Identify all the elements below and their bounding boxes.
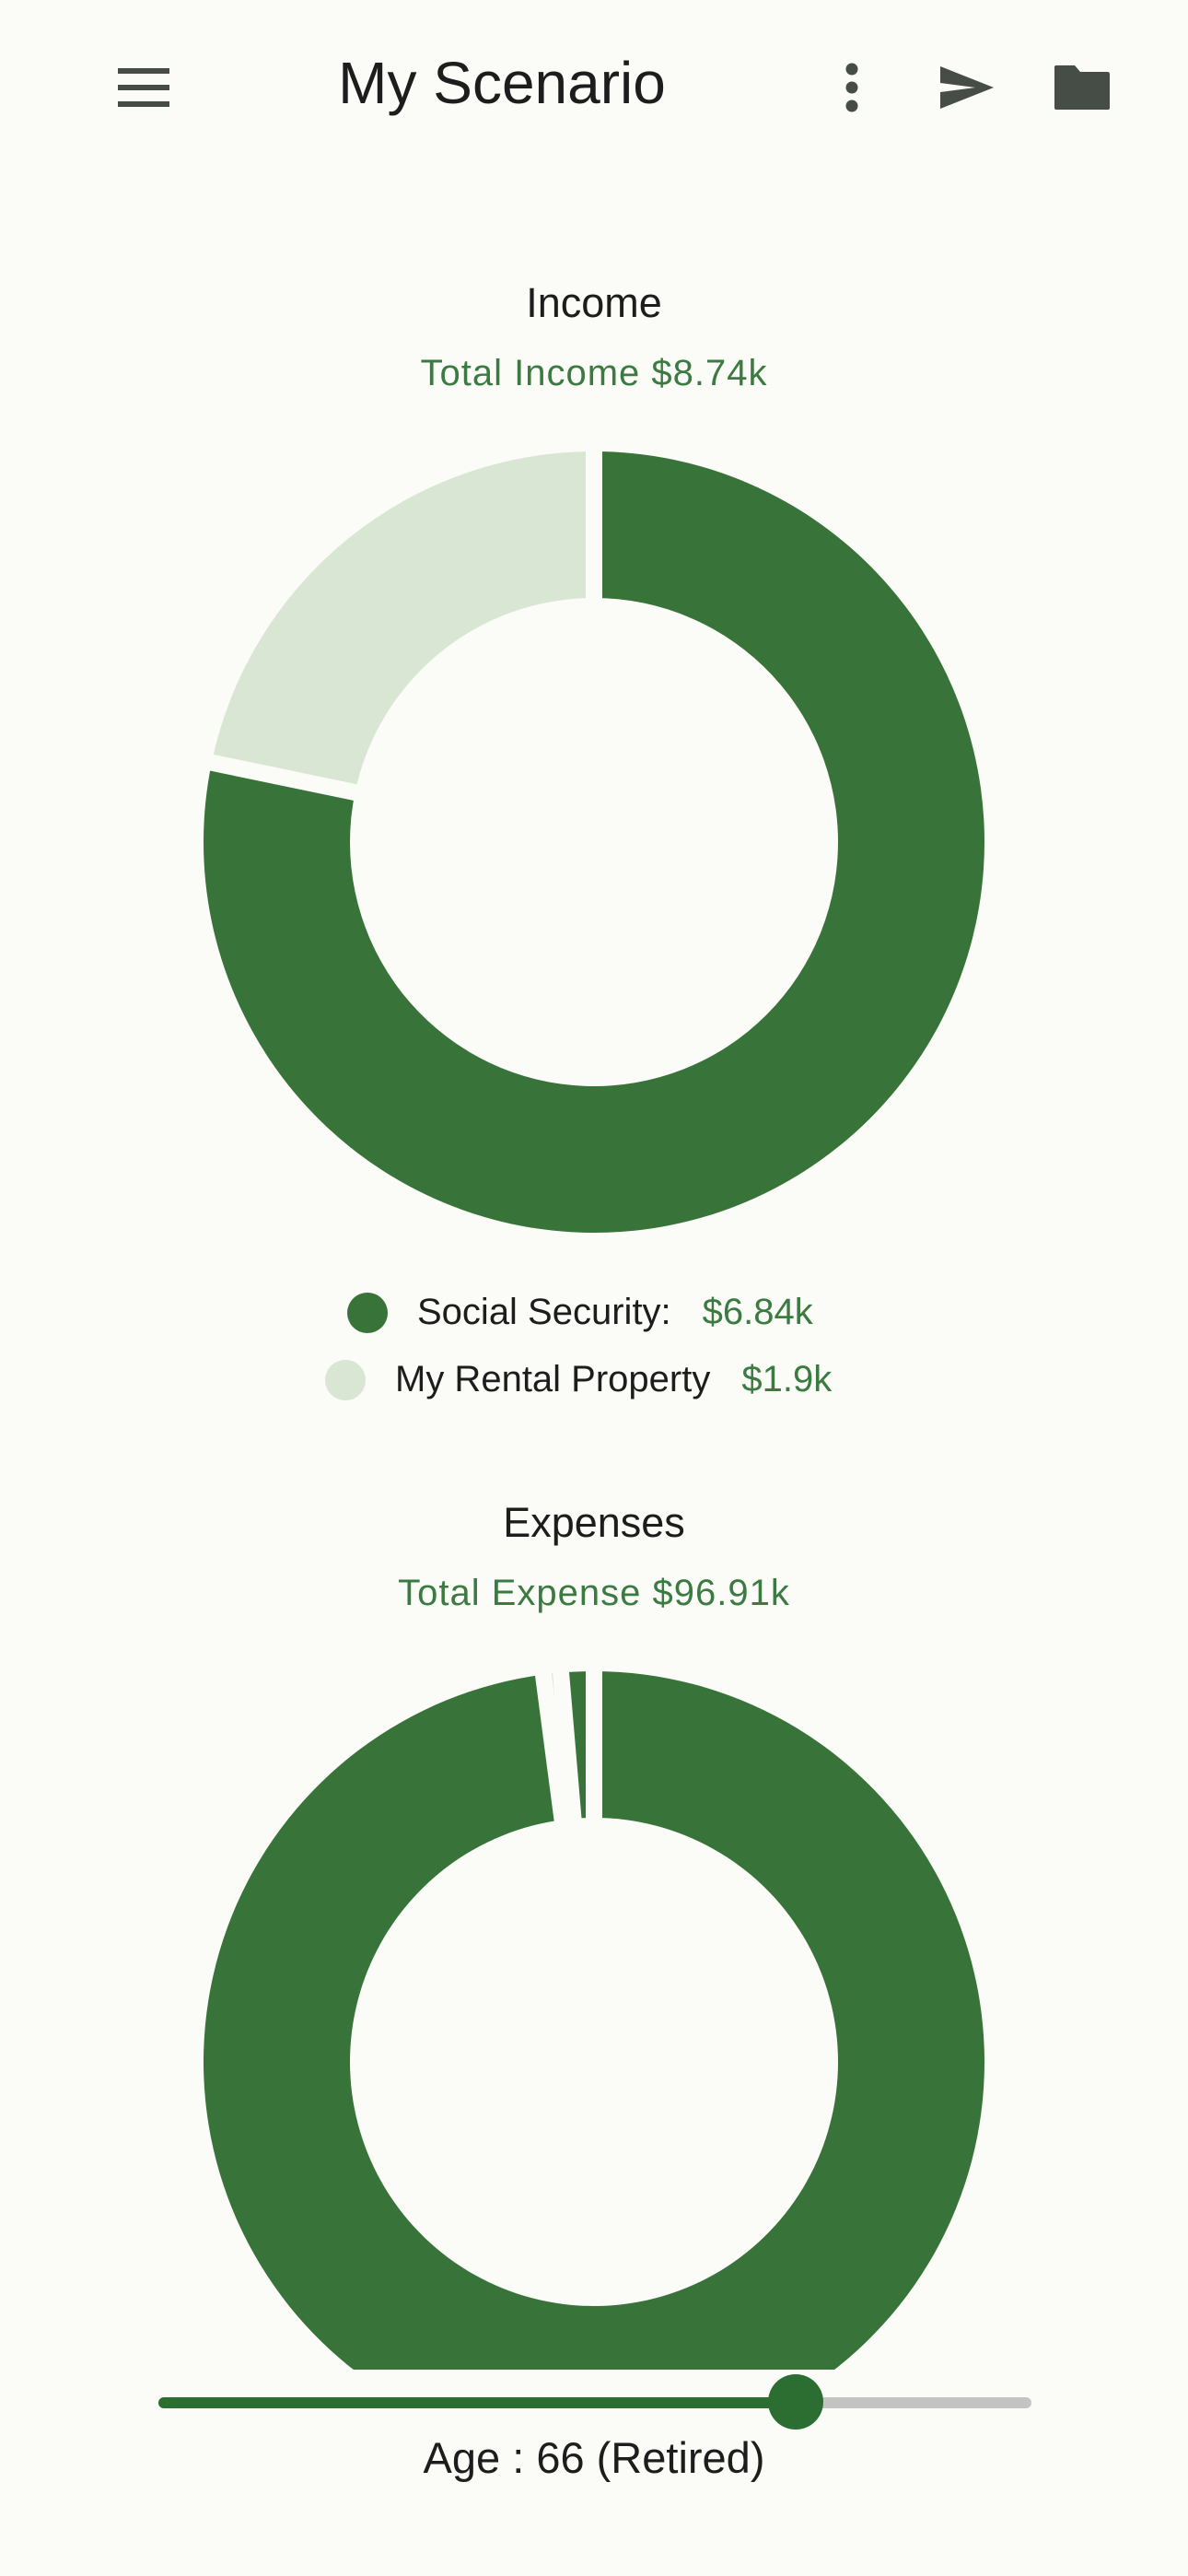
page-title: My Scenario (338, 50, 666, 116)
legend-item-social-security: Social Security: $6.84k (347, 1292, 813, 1333)
expense-slice-separator (552, 1669, 582, 1823)
income-total: Total Income $8.74k (420, 353, 768, 393)
legend-value: $1.9k (741, 1359, 833, 1399)
expenses-title: Expenses (503, 1499, 685, 1546)
income-slice-1 (211, 451, 594, 793)
age-slider-fill (158, 2397, 797, 2408)
legend-label: Social Security: (417, 1292, 671, 1332)
income-title: Income (526, 279, 662, 326)
more-vert-icon (845, 63, 858, 112)
income-slice-0 (204, 451, 985, 1233)
legend-item-rental-property: My Rental Property $1.9k (325, 1359, 832, 1400)
legend-swatch (347, 1292, 388, 1333)
expense-slice-0 (204, 1671, 984, 2453)
legend-swatch (325, 1359, 366, 1400)
app-bar: My Scenario (0, 0, 1188, 175)
age-slider-thumb[interactable] (768, 2374, 824, 2430)
send-icon (940, 66, 994, 109)
legend-label: My Rental Property (395, 1359, 711, 1399)
legend-value: $6.84k (702, 1292, 813, 1332)
folder-icon (1054, 65, 1110, 110)
menu-icon (118, 68, 169, 107)
more-options-button[interactable] (810, 46, 893, 129)
folder-button[interactable] (1036, 46, 1128, 129)
expense-slice-separator (534, 1669, 572, 1825)
income-donut-chart (204, 450, 985, 1233)
age-slider[interactable] (158, 2397, 1031, 2408)
expenses-total: Total Expense $96.91k (398, 1573, 790, 1613)
expenses-donut-chart (204, 1669, 984, 2453)
age-label: Age : 66 (Retired) (423, 2433, 765, 2482)
menu-button[interactable] (98, 46, 190, 129)
send-button[interactable] (921, 46, 1013, 129)
income-slice-separator (206, 754, 361, 802)
